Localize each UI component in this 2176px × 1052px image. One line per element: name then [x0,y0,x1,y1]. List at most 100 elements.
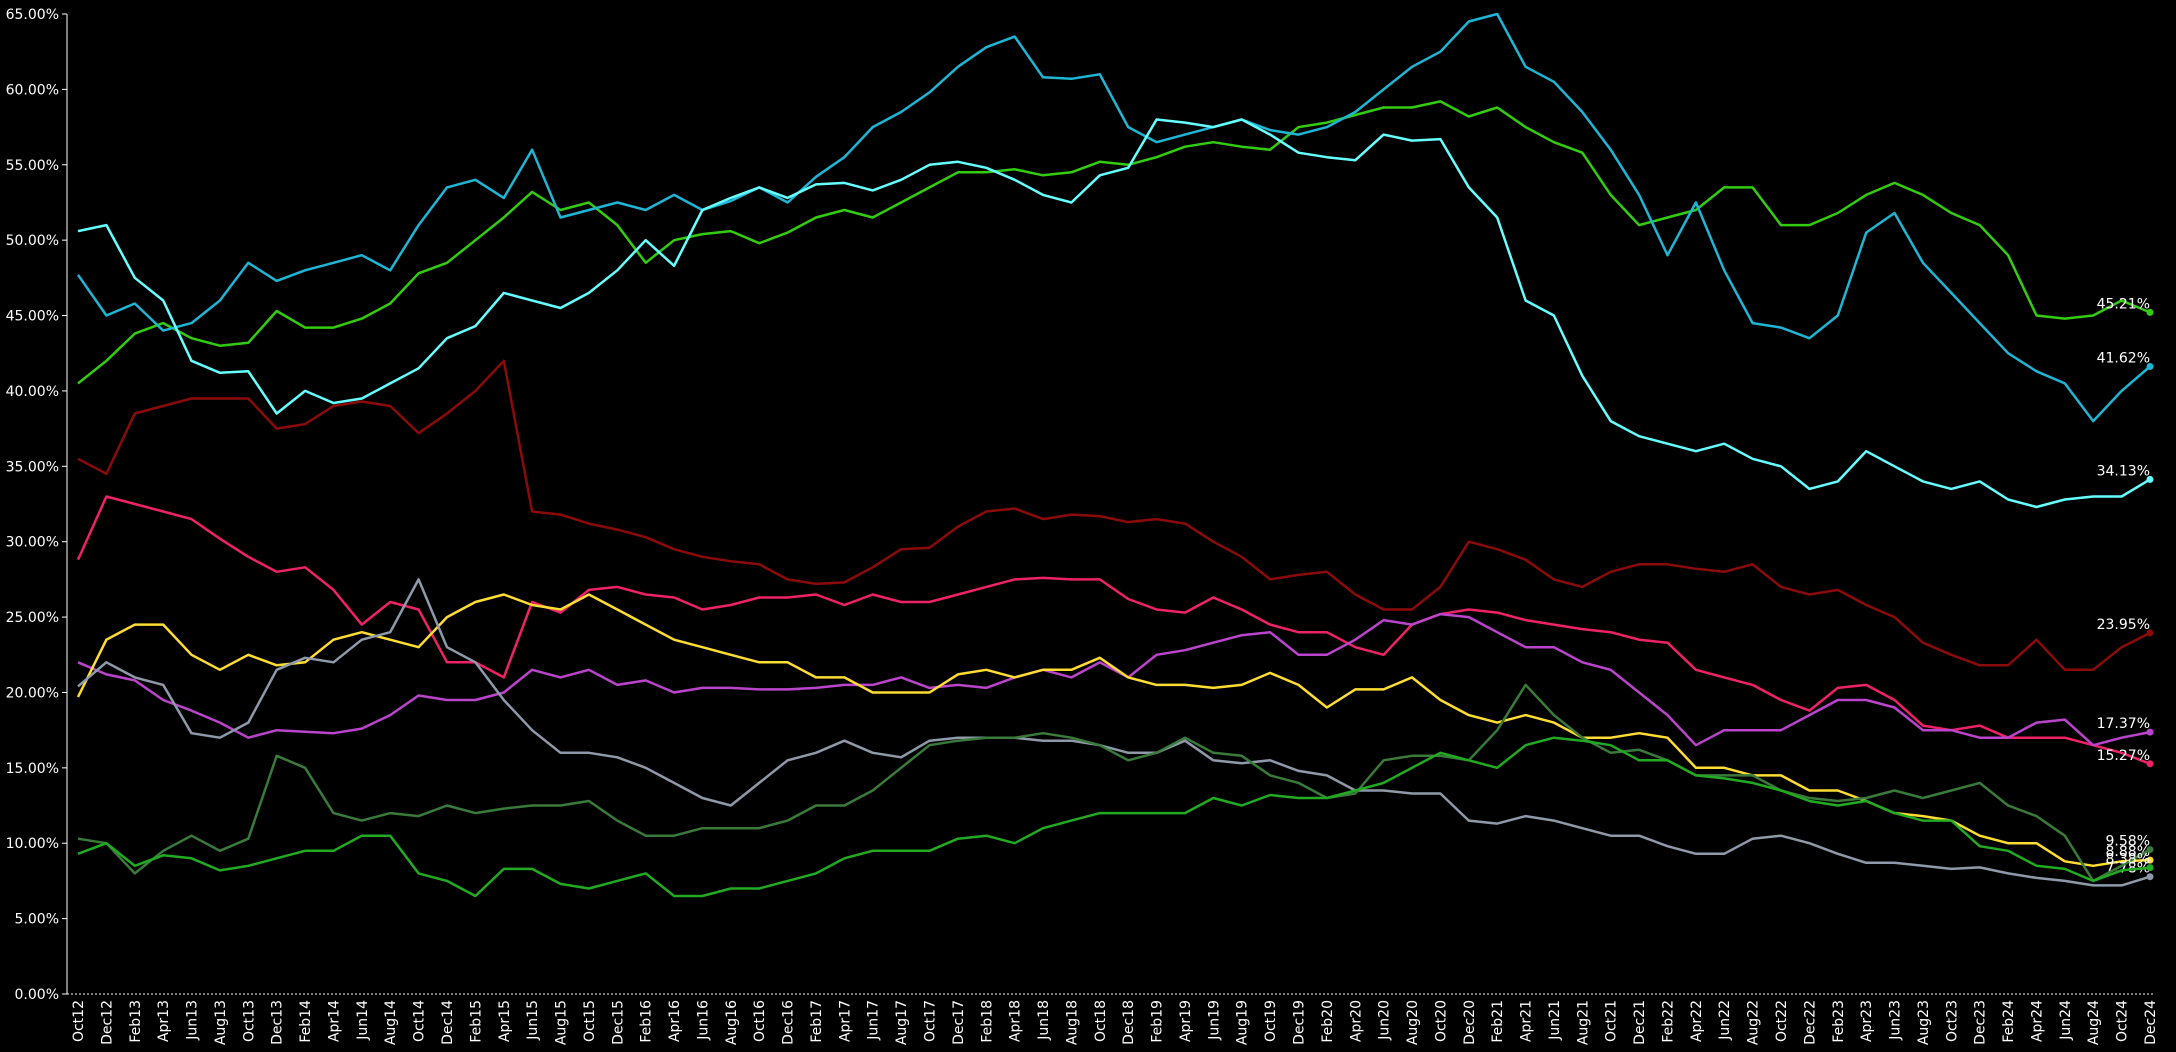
x-tick-label: Aug19 [1235,1000,1251,1045]
x-tick-label: Feb15 [468,1000,484,1043]
x-tick-label: Oct16 [752,1000,768,1042]
x-tick-label: Feb23 [1831,1000,1847,1043]
x-tick-label: Oct15 [582,1000,598,1042]
x-tick-label: Jun16 [695,1000,711,1041]
series-line [77,612,2151,747]
x-tick-label: Apr17 [837,1000,853,1042]
x-tick-label: Apr15 [497,1000,513,1042]
x-tick-label: Jun21 [1547,1000,1563,1041]
x-tick-label: Aug16 [724,1000,740,1045]
x-tick-label: Apr20 [1348,1000,1364,1042]
end-point [2146,846,2154,854]
end-label: 41.62% [2097,350,2150,366]
y-tick-label: 65.00% [6,7,59,23]
x-tick-label: Apr14 [326,1000,342,1042]
x-tick-label: Jun23 [1888,1000,1904,1041]
x-tick-label: Aug13 [213,1000,229,1045]
x-tick-label: Dec21 [1632,1000,1648,1045]
y-tick-label: 40.00% [6,384,59,400]
x-tick-label: Feb18 [979,1000,995,1043]
x-tick-label: Oct18 [1093,1000,1109,1042]
x-tick-label: Feb14 [298,1000,314,1043]
y-tick-label: 35.00% [6,459,59,475]
end-point [2146,864,2154,872]
y-tick-label: 55.00% [6,158,59,174]
end-label: 8.38% [2106,852,2150,868]
x-tick-label: Aug17 [894,1000,910,1045]
x-tick-label: Oct19 [1263,1000,1279,1042]
series-line [77,736,2151,898]
x-tick-label: Dec17 [951,1000,967,1045]
x-tick-label: Oct24 [2115,1000,2131,1042]
x-tick-label: Apr16 [667,1000,683,1042]
x-tick-label: Jun14 [355,1000,371,1041]
series-line [77,118,2151,509]
x-tick-label: Dec20 [1462,1000,1478,1045]
x-tick-label: Feb22 [1660,1000,1676,1043]
x-tick-label: Oct23 [1944,1000,1960,1042]
x-tick-label: Apr22 [1689,1000,1705,1042]
end-point [2146,475,2154,483]
x-tick-label: Aug22 [1746,1000,1762,1045]
x-tick-label: Aug23 [1916,1000,1932,1045]
x-tick-label: Aug24 [2086,1000,2102,1045]
y-tick-label: 20.00% [6,685,59,701]
x-tick-label: Dec16 [781,1000,797,1045]
x-tick-label: Aug20 [1405,1000,1421,1045]
x-tick-label: Aug15 [554,1000,570,1045]
x-tick-label: Dec24 [2143,1000,2159,1045]
x-tick-label: Dec18 [1121,1000,1137,1045]
x-tick-label: Jun20 [1377,1000,1393,1041]
x-tick-label: Aug21 [1575,1000,1591,1045]
y-tick-label: 50.00% [6,233,59,249]
x-tick-label: Feb24 [2001,1000,2017,1043]
y-tick-label: 5.00% [15,912,59,928]
x-tick-label: Apr19 [1178,1000,1194,1042]
x-tick-label: Dec13 [270,1000,286,1045]
y-tick-label: 25.00% [6,610,59,626]
x-tick-label: Dec12 [99,1000,115,1045]
x-tick-label: Jun18 [1036,1000,1052,1041]
series-line [76,593,2151,868]
x-tick-label: Dec19 [1291,1000,1307,1045]
x-tick-label: Apr13 [156,1000,172,1042]
x-tick-label: Apr23 [1859,1000,1875,1042]
end-point [2146,629,2154,637]
x-tick-label: Feb17 [809,1000,825,1043]
x-tick-label: Dec22 [1802,1000,1818,1045]
x-tick-label: Dec23 [1973,1000,1989,1045]
x-tick-label: Dec14 [440,1000,456,1045]
end-label: 23.95% [2097,617,2150,633]
end-label: 17.37% [2097,716,2150,732]
x-tick-label: Dec15 [610,1000,626,1045]
x-tick-label: Jun17 [866,1000,882,1041]
x-tick-label: Feb21 [1490,1000,1506,1043]
y-tick-label: 15.00% [6,761,59,777]
series-line [77,578,2151,887]
x-tick-label: Oct14 [412,1000,428,1042]
x-tick-label: Feb20 [1320,1000,1336,1043]
end-label: 45.21% [2097,296,2150,312]
x-tick-label: Oct20 [1433,1000,1449,1042]
x-tick-label: Jun15 [525,1000,541,1041]
x-tick-label: Feb16 [639,1000,655,1043]
end-label: 9.58% [2106,834,2150,850]
y-tick-label: 30.00% [6,535,59,551]
end-point [2146,873,2154,881]
x-tick-label: Oct13 [241,1000,257,1042]
series-line [77,359,2151,672]
y-tick-label: 10.00% [6,836,59,852]
end-point [2146,728,2154,736]
y-tick-label: 0.00% [15,987,59,1003]
x-tick-label: Oct22 [1774,1000,1790,1042]
x-tick-label: Jun22 [1717,1000,1733,1041]
series-line [77,683,2151,883]
x-tick-label: Apr18 [1008,1000,1024,1042]
x-tick-label: Aug18 [1064,1000,1080,1045]
x-tick-label: Aug14 [383,1000,399,1045]
y-tick-label: 60.00% [6,82,59,98]
series-line [76,495,2151,765]
end-point [2146,362,2154,370]
end-point [2146,308,2154,316]
x-tick-label: Oct17 [923,1000,939,1042]
